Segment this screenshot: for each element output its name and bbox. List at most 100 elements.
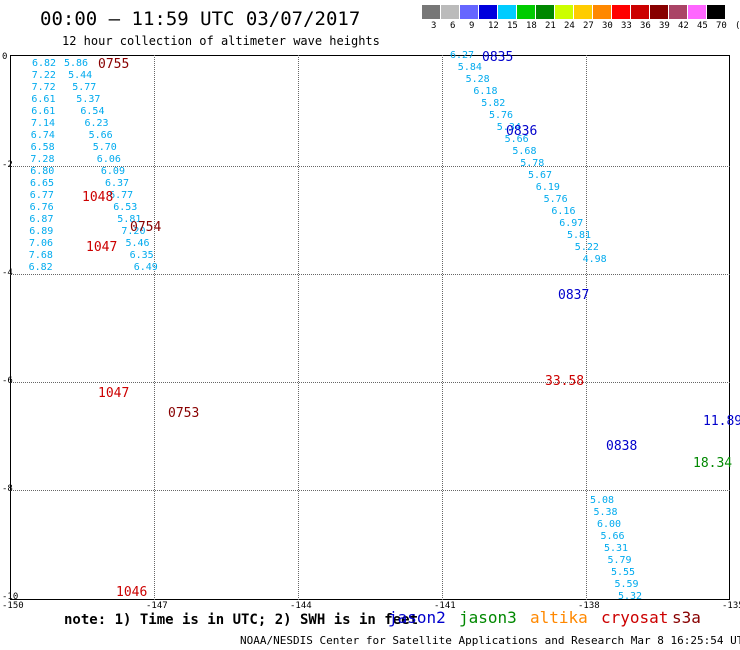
x-tick-label: -150 — [2, 601, 24, 611]
x-tick-label: -144 — [290, 601, 312, 611]
wave-height-reading: 5.31 — [604, 543, 629, 554]
wave-height-reading: 5.77 — [72, 82, 97, 93]
wave-height-reading: 5.66 — [504, 134, 529, 145]
wave-height-reading: 7.68 — [28, 250, 53, 261]
satellite-legend-cryosat: cryosat — [601, 608, 669, 627]
scale-tick-label: (ft) — [735, 21, 740, 31]
scale-tick-label: 18 — [526, 21, 537, 31]
wave-height-reading: 5.66 — [88, 130, 113, 141]
wave-height-reading: 5.59 — [614, 579, 639, 590]
scale-tick-label: 33 — [621, 21, 632, 31]
y-tick-label: -4 — [2, 268, 13, 278]
wave-height-reading: 5.76 — [489, 110, 514, 121]
wave-height-reading: 5.44 — [68, 70, 93, 81]
wave-height-reading: 5.78 — [520, 158, 545, 169]
pass-label: 18.34 — [693, 456, 733, 471]
wave-height-reading: 6.77 — [109, 190, 134, 201]
pass-label: 0837 — [558, 288, 590, 303]
wave-height-reading: 6.18 — [473, 86, 498, 97]
pass-label: 1046 — [116, 585, 148, 600]
wave-height-reading: 6.27 — [450, 50, 475, 61]
wave-height-reading: 4.98 — [582, 254, 607, 265]
wave-height-reading: 7.20 — [121, 226, 146, 237]
scale-tick-label: 36 — [640, 21, 651, 31]
wave-height-reading: 5.68 — [512, 146, 537, 157]
wave-height-reading: 7.72 — [31, 82, 56, 93]
wave-height-reading: 6.09 — [100, 166, 125, 177]
scale-swatch — [555, 5, 573, 19]
wave-height-reading: 6.00 — [597, 519, 622, 530]
scale-tick-label: 21 — [545, 21, 556, 31]
grid-line — [442, 55, 443, 600]
wave-height-reading: 5.32 — [618, 591, 643, 602]
grid-line — [154, 55, 155, 600]
pass-label: 1048 — [82, 190, 114, 205]
x-tick-label: -147 — [146, 601, 168, 611]
wave-height-reading: 6.58 — [30, 142, 55, 153]
scale-tick-label: 24 — [564, 21, 575, 31]
wave-height-reading: 5.46 — [125, 238, 150, 249]
scale-swatch — [479, 5, 497, 19]
wave-height-reading: 5.82 — [481, 98, 506, 109]
wave-height-reading: 7.06 — [29, 238, 54, 249]
wave-height-reading: 6.54 — [80, 106, 105, 117]
satellite-legend-altika: altika — [530, 608, 588, 627]
scale-swatch — [669, 5, 687, 19]
scale-swatch — [536, 5, 554, 19]
grid-line — [586, 55, 587, 600]
grid-line — [298, 55, 299, 600]
scale-tick-label: 6 — [450, 21, 456, 31]
page-title: 00:00 – 11:59 UTC 03/07/2017 — [40, 8, 361, 30]
wave-height-reading: 5.84 — [457, 62, 482, 73]
wave-height-reading: 5.67 — [528, 170, 553, 181]
scale-tick-label: 12 — [488, 21, 499, 31]
scale-swatch — [688, 5, 706, 19]
map-frame — [10, 55, 730, 600]
scale-swatch — [422, 5, 440, 19]
wave-height-reading: 6.37 — [105, 178, 130, 189]
satellite-legend-jason3: jason3 — [459, 608, 517, 627]
wave-height-reading: 5.34 — [496, 122, 521, 133]
pass-label: 0836 — [506, 124, 538, 139]
wave-height-reading: 6.77 — [29, 190, 54, 201]
y-tick-label: -10 — [2, 592, 19, 602]
pass-label: 0755 — [98, 57, 130, 72]
scale-swatch — [574, 5, 592, 19]
scale-swatch — [517, 5, 535, 19]
footer-note: note: 1) Time is in UTC; 2) SWH is in fe… — [64, 612, 419, 628]
wave-height-reading: 6.82 — [28, 262, 53, 273]
scale-swatch — [498, 5, 516, 19]
grid-line — [10, 382, 730, 383]
pass-label: 0754 — [130, 220, 162, 235]
pass-label: 1047 — [98, 386, 130, 401]
scale-tick-label: 30 — [602, 21, 613, 31]
wave-height-reading: 6.35 — [129, 250, 154, 261]
wave-height-reading: 6.49 — [133, 262, 158, 273]
wave-height-reading: 6.74 — [30, 130, 55, 141]
scale-tick-label: 70 — [716, 21, 727, 31]
wave-height-reading: 6.61 — [31, 94, 56, 105]
y-tick-label: -6 — [2, 376, 13, 386]
scale-tick-label: 39 — [659, 21, 670, 31]
grid-line — [10, 166, 730, 167]
scale-swatch — [441, 5, 459, 19]
wave-height-reading: 7.28 — [30, 154, 55, 165]
wave-height-reading: 6.19 — [535, 182, 560, 193]
wave-height-reading: 5.81 — [117, 214, 142, 225]
wave-height-reading: 5.86 — [64, 58, 89, 69]
grid-line — [10, 490, 730, 491]
wave-height-reading: 6.61 — [31, 106, 56, 117]
wave-height-reading: 5.76 — [543, 194, 568, 205]
wave-height-reading: 6.89 — [29, 226, 54, 237]
page-subtitle: 12 hour collection of altimeter wave hei… — [62, 34, 380, 48]
x-tick-label: -138 — [578, 601, 600, 611]
scale-tick-label: 45 — [697, 21, 708, 31]
pass-label: 1047 — [86, 240, 118, 255]
scale-tick-label: 42 — [678, 21, 689, 31]
wave-height-reading: 6.76 — [29, 202, 54, 213]
grid-line — [10, 274, 730, 275]
wave-height-reading: 6.16 — [551, 206, 576, 217]
wave-height-reading: 5.55 — [611, 567, 636, 578]
wave-height-reading: 5.37 — [76, 94, 101, 105]
